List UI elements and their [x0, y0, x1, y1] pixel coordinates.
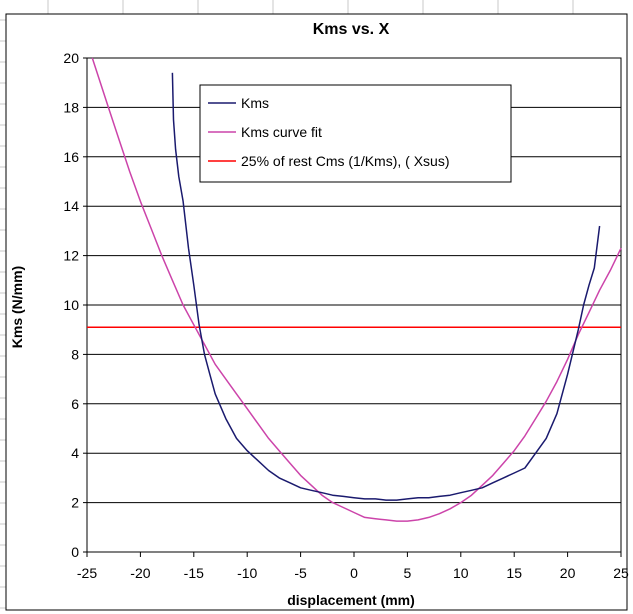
- series-line-1: [91, 57, 622, 522]
- x-axis-label: displacement (mm): [287, 592, 415, 608]
- x-tick-label: -25: [77, 565, 97, 581]
- x-tick-label: -10: [237, 565, 257, 581]
- spreadsheet-background-grid: [0, 0, 574, 609]
- legend: Kms Kms curve fit 25% of rest Cms (1/Kms),…: [199, 84, 512, 183]
- y-tick-label: 0: [71, 544, 79, 560]
- x-tick-label: -15: [184, 565, 204, 581]
- y-tick-label: 4: [71, 445, 79, 461]
- legend-box: [199, 84, 512, 183]
- y-tick-label: 14: [63, 198, 79, 214]
- legend-label-1: Kms curve fit: [241, 124, 322, 140]
- x-tick-label: 10: [453, 565, 469, 581]
- legend-label-2: 25% of rest Cms (1/Kms), ( Xsus): [241, 153, 449, 169]
- x-tick-label: -5: [294, 565, 307, 581]
- y-axis-label: Kms (N/mm): [9, 266, 25, 348]
- x-tick-label: 15: [506, 565, 522, 581]
- x-tick-label: 5: [404, 565, 412, 581]
- y-axis-ticks: 0 2 4 6 8 10 12 14 16 18 20: [63, 50, 87, 560]
- x-tick-label: 20: [560, 565, 576, 581]
- y-tick-label: 10: [63, 297, 79, 313]
- x-tick-label: 25: [613, 565, 629, 581]
- y-tick-label: 12: [63, 248, 79, 264]
- y-tick-label: 8: [71, 346, 79, 362]
- y-tick-label: 2: [71, 495, 79, 511]
- legend-label-0: Kms: [241, 95, 269, 111]
- y-tick-label: 20: [63, 50, 79, 66]
- y-tick-label: 6: [71, 396, 79, 412]
- x-axis-ticks: -25 -20 -15 -10 -5 0 5 10 15 20 25: [77, 552, 629, 581]
- y-tick-label: 16: [63, 149, 79, 165]
- y-tick-label: 18: [63, 99, 79, 115]
- series-line-0: [171, 72, 601, 501]
- x-tick-label: -20: [130, 565, 150, 581]
- series-lines: [87, 57, 622, 522]
- x-tick-label: 0: [350, 565, 358, 581]
- chart-title: Kms vs. X: [313, 21, 390, 38]
